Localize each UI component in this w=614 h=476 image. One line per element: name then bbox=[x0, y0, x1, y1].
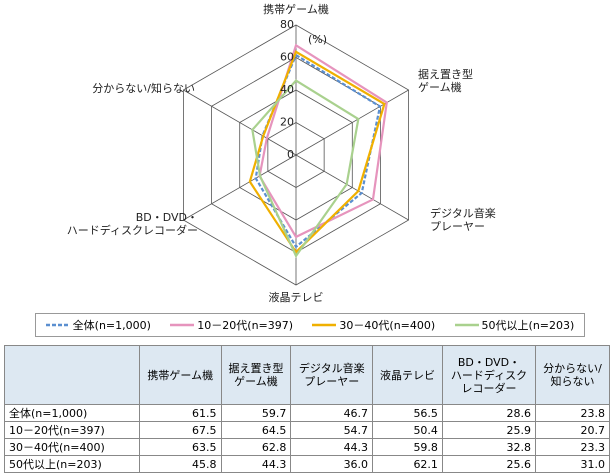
table-cell: 59.7 bbox=[220, 404, 292, 422]
category-label: 携帯ゲーム機 bbox=[263, 3, 329, 16]
column-header: 携帯ゲーム機 bbox=[139, 345, 222, 405]
series-line bbox=[251, 79, 360, 259]
table-row: 30－40代(n=400) 63.5 62.8 44.3 59.8 32.8 23.3 bbox=[4, 438, 610, 456]
table-cell: 36.0 bbox=[290, 455, 374, 473]
column-header: BD・DVD・ ハードディスク レコーダー bbox=[441, 345, 537, 405]
legend-swatch bbox=[454, 323, 479, 327]
table-cell: 45.8 bbox=[139, 455, 222, 473]
row-header: 50代以上(n=203) bbox=[4, 455, 140, 473]
data-table: 携帯ゲーム機 据え置き型 ゲーム機 デジタル音楽 プレーヤー 液晶テレビ BD・DVD・… bbox=[4, 345, 610, 473]
table-cell: 56.5 bbox=[372, 404, 443, 422]
legend-text: 30－40代(n=400) bbox=[339, 319, 436, 332]
table-row: 10－20代(n=397) 67.5 64.5 54.7 50.4 25.9 20.7 bbox=[4, 421, 610, 439]
table-cell: 62.1 bbox=[372, 455, 443, 473]
category-label: デジタル音楽 プレーヤー bbox=[430, 207, 496, 233]
table-cell: 46.7 bbox=[290, 404, 374, 422]
legend-swatch bbox=[170, 323, 195, 327]
legend-swatch bbox=[45, 323, 70, 327]
table-cell: 44.3 bbox=[290, 438, 374, 456]
category-label: 据え置き型 ゲーム機 bbox=[418, 68, 473, 94]
legend-swatch bbox=[312, 323, 337, 327]
legend-item: 50代以上(n=203) bbox=[454, 317, 575, 333]
tick-label: 60 bbox=[280, 51, 294, 64]
row-header: 30－40代(n=400) bbox=[4, 438, 140, 456]
category-label: 分からない/知らない bbox=[92, 82, 195, 95]
column-header: 分からない/ 知らない bbox=[535, 345, 610, 405]
axis-spoke bbox=[295, 154, 409, 221]
table-cell: 25.6 bbox=[441, 455, 537, 473]
series-line bbox=[248, 50, 386, 254]
category-label: 液晶テレビ bbox=[268, 291, 324, 304]
legend-item: 30－40代(n=400) bbox=[312, 317, 435, 333]
axis-spoke bbox=[295, 89, 409, 156]
table-cell: 64.5 bbox=[220, 421, 292, 439]
row-header: 全体(n=1,000) bbox=[4, 404, 140, 422]
table-cell: 31.0 bbox=[535, 455, 610, 473]
column-header: デジタル音楽 プレーヤー bbox=[290, 345, 374, 405]
table-cell: 59.8 bbox=[372, 438, 443, 456]
table-cell: 67.5 bbox=[139, 421, 222, 439]
corner-cell bbox=[4, 345, 140, 405]
series-line bbox=[254, 53, 382, 249]
category-label: BD・DVD・ ハードディスクレコーダー bbox=[66, 211, 198, 237]
tick-label: 40 bbox=[280, 83, 294, 96]
legend-item: 全体(n=1,000) bbox=[45, 317, 151, 333]
axis-spoke bbox=[183, 89, 297, 156]
table-cell: 25.9 bbox=[441, 421, 537, 439]
legend-item: 10－20代(n=397) bbox=[170, 317, 293, 333]
table-cell: 54.7 bbox=[290, 421, 374, 439]
axis-spoke bbox=[183, 154, 297, 221]
table-cell: 61.5 bbox=[139, 404, 222, 422]
table-cell: 28.6 bbox=[441, 404, 537, 422]
tick-label: 80 bbox=[280, 18, 294, 31]
column-header: 液晶テレビ bbox=[372, 345, 443, 405]
legend: 全体(n=1,000) 10－20代(n=397) 30－40代(n=400) 50代… bbox=[35, 313, 585, 337]
tick-label: 20 bbox=[280, 116, 294, 129]
table-row: 50代以上(n=203) 45.8 44.3 36.0 62.1 25.6 31.0 bbox=[4, 455, 610, 473]
tick-label: 0 bbox=[287, 148, 294, 161]
table-cell: 20.7 bbox=[535, 421, 610, 439]
table-cell: 62.8 bbox=[220, 438, 292, 456]
series-line bbox=[258, 43, 388, 239]
table-cell: 23.3 bbox=[535, 438, 610, 456]
table-cell: 44.3 bbox=[220, 455, 292, 473]
legend-text: 10－20代(n=397) bbox=[197, 319, 294, 332]
table-cell: 50.4 bbox=[372, 421, 443, 439]
table-cell: 63.5 bbox=[139, 438, 222, 456]
table-row: 全体(n=1,000) 61.5 59.7 46.7 56.5 28.6 23.8 bbox=[4, 404, 610, 422]
legend-text: 50代以上(n=203) bbox=[481, 319, 575, 332]
legend-text: 全体(n=1,000) bbox=[72, 319, 151, 332]
table-cell: 32.8 bbox=[441, 438, 537, 456]
table-cell: 23.8 bbox=[535, 404, 610, 422]
radar-chart: 0 20 40 60 80 (%) bbox=[183, 18, 409, 286]
row-header: 10－20代(n=397) bbox=[4, 421, 140, 439]
axis-unit: (%) bbox=[308, 33, 327, 46]
column-header: 据え置き型 ゲーム機 bbox=[220, 345, 292, 405]
